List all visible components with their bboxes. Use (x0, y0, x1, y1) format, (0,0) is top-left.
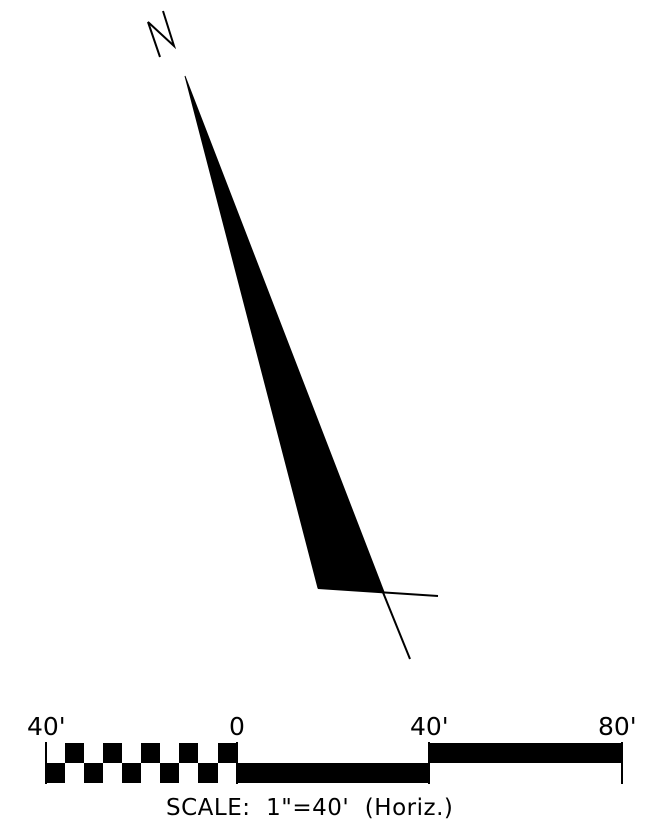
checker-cell (198, 763, 218, 783)
scale-tick-label-right: 80' (598, 712, 637, 741)
north-arrow-wedge (184, 75, 385, 593)
checker-cell (179, 743, 198, 763)
checker-cell (65, 743, 84, 763)
checker-cell (46, 763, 65, 783)
checker-cell (122, 763, 141, 783)
checker-cell (103, 743, 122, 763)
scale-caption: SCALE: 1"=40' (Horiz.) (166, 795, 453, 821)
checker-cell (218, 743, 237, 763)
north-arrow-tail-line (379, 584, 411, 660)
scale-segment-0-40 (237, 763, 429, 783)
checker-cell (160, 763, 179, 783)
scale-tick-label-left: 40' (27, 712, 66, 741)
checker-cell (84, 763, 103, 783)
checker-cell (141, 743, 160, 763)
north-arrow (147, 10, 439, 660)
scale-segment-40-80 (429, 743, 622, 763)
scale-tick-label-mid: 40' (410, 712, 449, 741)
scale-tick-label-zero: 0 (229, 712, 245, 741)
scale-bar: 40' 0 40' 80' SCALE: 1"=40' (Horiz.) (27, 712, 637, 821)
north-arrow-base-line (317, 587, 439, 597)
north-letter-icon (147, 10, 177, 58)
scale-checkerboard (46, 743, 237, 783)
